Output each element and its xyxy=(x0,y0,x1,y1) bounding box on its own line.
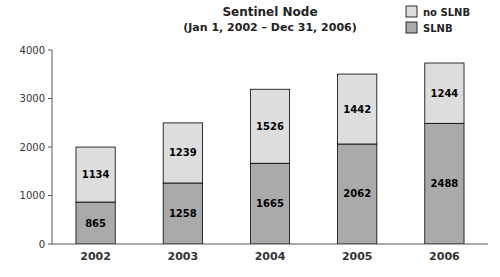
legend: no SLNB SLNB xyxy=(406,6,470,34)
x-tick-label: 2006 xyxy=(429,250,460,263)
legend-label: SLNB xyxy=(423,23,453,34)
data-label: 2488 xyxy=(430,178,458,189)
bars xyxy=(76,63,464,244)
bar-segment xyxy=(338,144,377,244)
data-label: 2062 xyxy=(343,188,371,199)
y-tick xyxy=(48,147,52,148)
legend-label: no SLNB xyxy=(423,7,470,18)
bar-segment xyxy=(425,123,464,244)
subtitle: (Jan 1, 2002 – Dec 31, 2006) xyxy=(183,21,357,34)
y-tick-label: 0 xyxy=(39,239,45,250)
y-tick-label: 3000 xyxy=(20,93,45,104)
bar-segment xyxy=(425,63,464,123)
x-axis: 2002 2003 2004 2005 2006 xyxy=(80,250,460,263)
y-axis-line xyxy=(52,50,53,244)
legend-swatch xyxy=(406,22,417,33)
y-tick xyxy=(48,50,52,51)
y-tick-label: 1000 xyxy=(20,190,45,201)
data-label: 865 xyxy=(85,218,106,229)
chart-container: Sentinel Node (Jan 1, 2002 – Dec 31, 2006… xyxy=(0,0,500,277)
x-tick-label: 2005 xyxy=(342,250,373,263)
data-label: 1526 xyxy=(256,121,284,132)
x-tick-label: 2003 xyxy=(167,250,198,263)
data-label: 1239 xyxy=(169,147,197,158)
bar-segment xyxy=(163,123,202,183)
bar-segment xyxy=(76,202,115,244)
y-tick-label: 2000 xyxy=(20,142,45,153)
y-tick-label: 4000 xyxy=(20,45,45,56)
x-axis-line xyxy=(52,244,488,245)
y-tick xyxy=(48,244,52,245)
legend-swatch xyxy=(406,6,417,17)
bar-segment xyxy=(163,183,202,244)
data-label: 1134 xyxy=(82,169,110,180)
data-label: 1442 xyxy=(343,104,371,115)
title: Sentinel Node xyxy=(222,5,317,19)
data-labels: 865 1258 1665 2062 2488 1134 1239 1526 1442 1244 xyxy=(82,88,459,229)
x-tick-label: 2002 xyxy=(80,250,111,263)
bar-segment xyxy=(250,163,289,244)
chart: Sentinel Node (Jan 1, 2002 – Dec 31, 2006… xyxy=(0,0,500,277)
data-label: 1665 xyxy=(256,198,284,209)
bar-segment xyxy=(76,147,115,202)
data-label: 1258 xyxy=(169,208,197,219)
y-axis: 0 1000 2000 3000 4000 xyxy=(20,45,52,250)
bar-segment xyxy=(250,89,289,163)
y-tick xyxy=(48,195,52,196)
y-tick xyxy=(48,98,52,99)
data-label: 1244 xyxy=(430,88,458,99)
bar-segment xyxy=(338,74,377,144)
x-tick-label: 2004 xyxy=(255,250,286,263)
